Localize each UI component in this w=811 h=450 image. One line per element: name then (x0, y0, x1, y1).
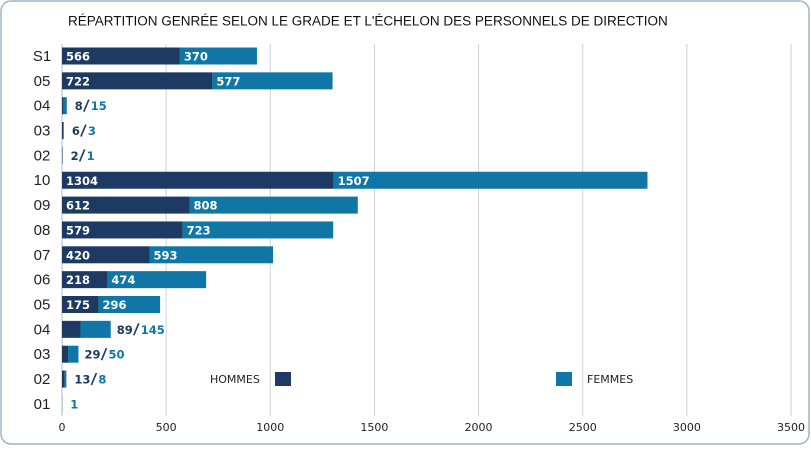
value-label: 722 (66, 74, 90, 88)
value-label: 296 (102, 298, 126, 312)
y-tick-label: 10 (34, 172, 51, 189)
value-label: 370 (184, 50, 208, 64)
y-tick-label: 05 (34, 73, 51, 90)
value-label: 13 (74, 373, 90, 387)
value-label: 89 (117, 323, 133, 337)
bar (68, 346, 78, 363)
x-tick-label: 500 (156, 421, 177, 434)
x-tick-label: 3500 (777, 421, 805, 434)
y-tick-label: 08 (34, 222, 51, 239)
y-tick-label: 03 (34, 346, 51, 363)
bar (81, 321, 111, 338)
bar (62, 172, 334, 189)
value-label: 50 (108, 348, 124, 362)
x-tick-label: 1000 (256, 421, 284, 434)
x-tick-label: 2500 (569, 421, 597, 434)
y-tick-label: 01 (34, 396, 51, 413)
bar (334, 172, 648, 189)
value-label: 566 (66, 50, 90, 64)
bar (62, 97, 64, 114)
bar (64, 97, 67, 114)
x-tick-label: 3000 (673, 421, 701, 434)
value-label: 1 (70, 397, 78, 411)
value-label: 29 (84, 348, 100, 362)
legend-label: FEMMES (587, 373, 633, 386)
y-tick-label: 03 (34, 123, 51, 140)
x-tick-label: 0 (59, 421, 66, 434)
value-label: 8 (75, 99, 83, 113)
value-label: 6 (72, 124, 80, 138)
value-label: 218 (66, 273, 90, 287)
value-label: 593 (153, 248, 177, 262)
y-tick-label: 05 (34, 296, 51, 313)
value-label: 2 (71, 149, 79, 163)
value-label: 579 (66, 223, 90, 237)
value-label: 1507 (338, 174, 370, 188)
legend-swatch (556, 372, 572, 386)
y-tick-label: S1 (33, 48, 51, 65)
value-label: 808 (193, 199, 217, 213)
bar (62, 321, 81, 338)
bar (65, 371, 67, 388)
y-tick-label: 09 (34, 197, 51, 214)
bar (62, 346, 68, 363)
value-label: 8 (98, 373, 106, 387)
chart-title: RÉPARTITION GENRÉE SELON LE GRADE ET L'É… (68, 14, 668, 29)
y-tick-label: 04 (34, 98, 51, 115)
value-label: 1 (87, 149, 95, 163)
value-label: 474 (111, 273, 135, 287)
y-tick-label: 04 (34, 321, 51, 338)
value-label: 612 (66, 199, 90, 213)
legend-swatch (275, 372, 291, 386)
y-tick-label: 02 (34, 371, 51, 388)
y-tick-label: 06 (34, 272, 51, 289)
bar (62, 371, 65, 388)
value-label: 420 (66, 248, 90, 262)
value-label: 3 (88, 124, 96, 138)
value-label: 175 (66, 298, 90, 312)
value-label: 723 (187, 223, 211, 237)
legend-label: HOMMES (210, 373, 260, 386)
bar (63, 122, 64, 139)
x-tick-label: 1500 (360, 421, 388, 434)
bar (62, 122, 63, 139)
value-label: 577 (216, 74, 240, 88)
x-tick-label: 2000 (465, 421, 493, 434)
value-label: 145 (141, 323, 165, 337)
y-tick-label: 07 (34, 247, 51, 264)
y-tick-label: 02 (34, 147, 51, 164)
value-label: 15 (91, 99, 107, 113)
value-label: 1304 (66, 174, 98, 188)
